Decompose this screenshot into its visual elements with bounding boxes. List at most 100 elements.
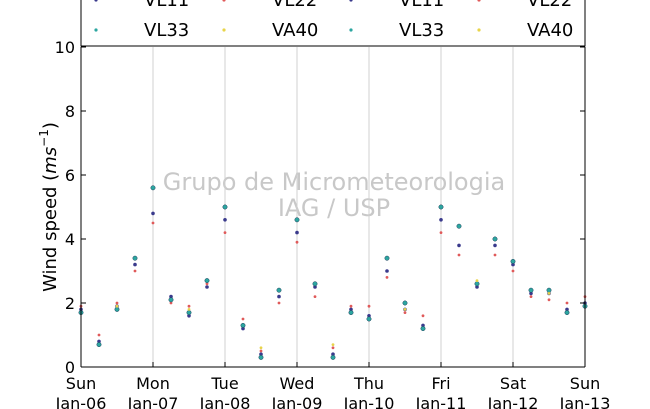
data-point <box>204 278 210 284</box>
data-point <box>384 255 390 261</box>
data-point <box>367 314 371 318</box>
y-tick-label: 0 <box>65 358 75 377</box>
data-point <box>205 285 209 289</box>
data-point <box>151 211 155 216</box>
data-point <box>241 326 245 331</box>
x-tick-label-date: Jan-13 <box>559 394 611 409</box>
data-point <box>187 308 191 311</box>
legend-marker <box>349 0 353 2</box>
data-point <box>276 287 282 293</box>
data-point <box>564 310 570 316</box>
data-point <box>565 307 569 312</box>
data-point <box>115 304 119 308</box>
data-point <box>313 285 317 289</box>
data-point <box>295 240 299 244</box>
x-axis: SunJan-06MonJan-07TueJan-08WedJan-09ThuJ… <box>55 362 611 409</box>
legend-label: VA40 <box>272 20 318 41</box>
data-point <box>438 204 444 210</box>
legend-marker <box>477 28 481 32</box>
data-point <box>439 218 443 222</box>
y-axis-label: Wind speed (ms−1) <box>37 122 61 292</box>
x-tick-label-date: Jan-10 <box>343 394 395 409</box>
data-point <box>456 223 462 229</box>
data-point <box>492 236 498 242</box>
data-point <box>150 185 156 191</box>
data-point <box>403 311 407 314</box>
data-point <box>511 262 515 267</box>
y-tick-label: 4 <box>65 230 75 249</box>
data-point <box>277 301 281 305</box>
legend-marker <box>94 0 98 2</box>
y-tick-label: 6 <box>65 166 75 185</box>
series-va40 <box>115 279 551 350</box>
data-point <box>529 295 533 298</box>
x-tick-label-date: Jan-12 <box>487 394 539 409</box>
data-point <box>223 231 227 235</box>
legend-marker <box>222 0 226 2</box>
x-tick-label-date: Jan-07 <box>127 394 179 409</box>
x-tick-label-day: Wed <box>280 374 315 393</box>
data-point <box>259 346 263 350</box>
y-tick-label: 2 <box>65 294 75 313</box>
data-point <box>331 343 335 346</box>
data-point <box>169 294 173 299</box>
data-point <box>367 304 371 308</box>
data-point <box>114 306 120 312</box>
x-tick-label-day: Fri <box>431 374 450 393</box>
data-point <box>493 253 497 257</box>
x-tick-label-date: Jan-06 <box>55 394 107 409</box>
data-point <box>439 231 443 235</box>
data-point <box>186 310 192 316</box>
data-point <box>493 243 497 248</box>
data-point <box>295 230 299 235</box>
x-tick-label-day: Sun <box>570 374 600 393</box>
data-point <box>546 287 552 293</box>
data-point <box>421 314 425 318</box>
data-point <box>187 304 191 308</box>
data-point <box>222 204 228 210</box>
legend-marker <box>222 28 226 32</box>
data-point <box>258 354 264 360</box>
y-axis: 0 2 4 6 8 10 <box>55 38 585 377</box>
legend: VL11 VL22 VL33 VA40 VL11 VL22 VL33 VA40 <box>80 0 586 47</box>
data-point <box>132 255 138 261</box>
data-point <box>348 310 354 316</box>
legend-label: VL33 <box>399 20 444 41</box>
data-point <box>349 304 353 308</box>
data-point <box>97 339 101 344</box>
x-tick-label-day: Thu <box>353 374 384 393</box>
data-point <box>277 294 281 299</box>
watermark-line2: IAG / USP <box>278 194 390 222</box>
data-point <box>259 349 263 353</box>
data-point <box>313 295 317 298</box>
legend-box <box>80 0 586 47</box>
data-point <box>547 292 551 295</box>
data-point <box>474 281 480 287</box>
x-tick-label-date: Jan-11 <box>415 394 467 409</box>
watermark: Grupo de Micrometeorologia IAG / USP <box>163 168 505 222</box>
data-point <box>241 317 245 321</box>
data-point <box>385 269 389 273</box>
data-point <box>475 279 479 282</box>
data-point <box>457 243 461 248</box>
x-tick-label-day: Tue <box>210 374 238 393</box>
data-point <box>331 352 335 357</box>
x-tick-label-date: Jan-09 <box>271 394 323 409</box>
x-tick-label-day: Sun <box>66 374 96 393</box>
legend-label: VL11 <box>399 0 444 11</box>
data-point <box>529 291 533 296</box>
series-vl11 <box>79 211 587 357</box>
data-point <box>510 258 516 264</box>
data-point <box>223 218 227 222</box>
y-tick-label: 10 <box>55 38 75 57</box>
data-point <box>151 221 155 225</box>
y-tick-label: 8 <box>65 102 75 121</box>
legend-marker <box>94 28 98 32</box>
data-point <box>349 307 353 312</box>
data-point <box>402 300 408 306</box>
data-point <box>330 354 336 360</box>
data-point <box>366 316 372 322</box>
data-point <box>169 301 173 305</box>
series-vl22 <box>79 221 587 353</box>
